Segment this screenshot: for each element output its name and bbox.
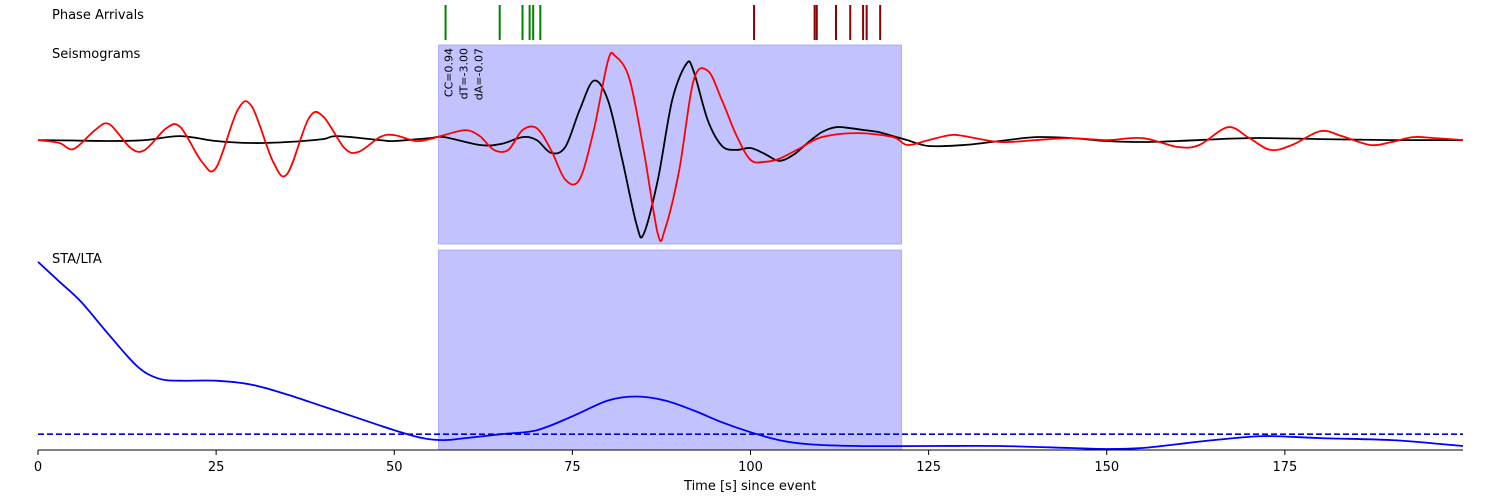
x-tick-label-125: 125	[916, 460, 941, 475]
x-tick-label-100: 100	[738, 460, 763, 475]
observed-trace	[37, 60, 1464, 239]
sta-lta-title: STA/LTA	[52, 252, 102, 267]
phase-arrival-markers	[444, 5, 882, 40]
x-axis-label: Time [s] since event	[683, 479, 816, 494]
sta-lta-traces	[37, 261, 1464, 450]
seismogram-traces	[37, 51, 1464, 243]
x-tick-label-75: 75	[564, 460, 581, 475]
da-annotation: dA=-0.07	[472, 48, 485, 100]
x-tick-label-25: 25	[208, 460, 225, 475]
seismograms-title: Seismograms	[52, 47, 140, 62]
synthetic-trace	[37, 51, 1464, 243]
sta-lta-window	[437, 249, 903, 451]
x-tick-label-0: 0	[34, 460, 42, 475]
x-tick-label-50: 50	[386, 460, 403, 475]
cc-annotation: CC=0.94	[442, 48, 455, 97]
x-tick-label-175: 175	[1272, 460, 1297, 475]
x-tick-label-150: 150	[1094, 460, 1119, 475]
time-windows	[437, 44, 903, 451]
sta-lta-curve	[37, 261, 1464, 450]
x-axis-ticks: 0 25 50 75 100 125 150 175	[34, 450, 1297, 475]
phase-arrivals-title: Phase Arrivals	[52, 8, 144, 23]
dt-annotation: dT=-3.00	[457, 48, 470, 99]
